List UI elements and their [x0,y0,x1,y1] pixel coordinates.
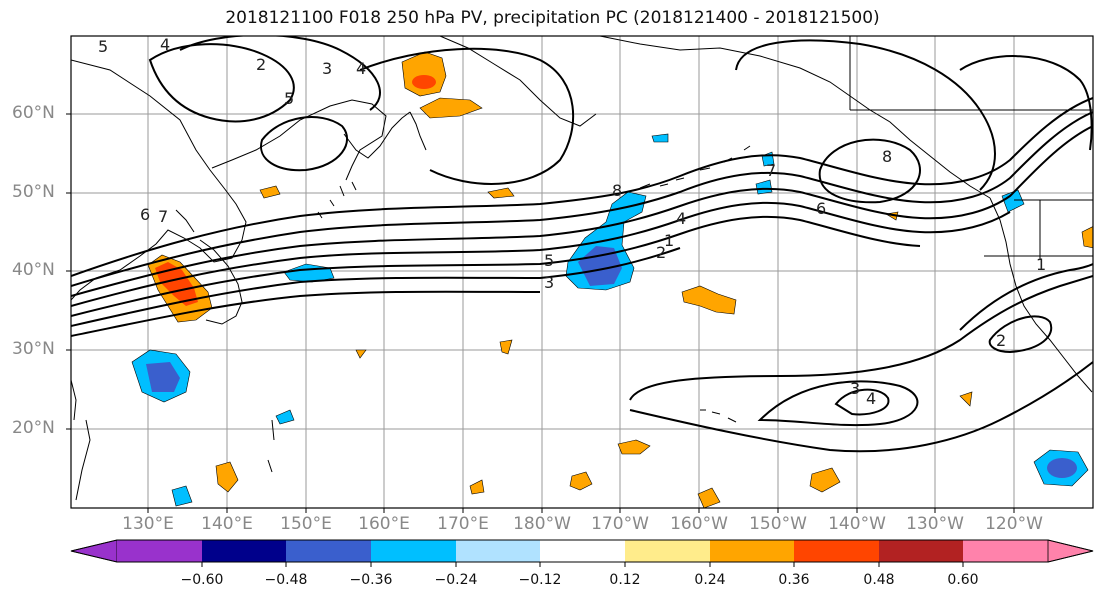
contour-label: 8 [882,147,892,166]
colorbar-swatch [202,540,286,562]
lon-label: 150°W [749,514,807,534]
colorbar-swatch [286,540,371,562]
lon-label: 150°E [280,514,332,534]
lon-label: 180°W [513,514,571,534]
colorbar-tick-label: 0.60 [947,572,979,588]
coastlines [71,36,1093,501]
contour-label: 5 [284,89,294,108]
lat-label: 20°N [12,418,55,438]
lon-label: 160°W [670,514,728,534]
lat-label: 50°N [12,182,55,202]
contour-label: 3 [850,379,860,398]
lat-label: 30°N [12,339,55,359]
map-title: 2018121100 F018 250 hPa PV, precipitatio… [225,8,880,28]
lon-label: 130°E [122,514,174,534]
colorbar-tick-label: −0.12 [518,572,562,588]
lon-label: 170°E [437,514,489,534]
contour-label: 5 [98,37,108,56]
colorbar-swatch [456,540,540,562]
colorbar-tick-label: 0.48 [863,572,895,588]
contour-label: 1 [664,231,674,250]
contour-label: 4 [866,389,876,408]
colorbar-swatch [963,540,1048,562]
lat-label: 40°N [12,260,55,280]
colorbar-swatch [70,539,118,563]
lon-label: 120°W [985,514,1043,534]
contour-label: 3 [322,59,332,78]
contour-label: 7 [766,161,776,180]
colorbar-swatch [625,540,710,562]
colorbar-tick-label: −0.60 [180,572,224,588]
colorbar [70,539,1094,567]
contour-label: 6 [816,199,826,218]
lon-label: 140°W [828,514,886,534]
colorbar-tick-label: 0.36 [778,572,810,588]
contour-label: 6 [140,205,150,224]
lon-label: 130°W [906,514,964,534]
contour-label: 3 [544,273,554,292]
contour-label: 4 [356,59,366,78]
contour-label: 8 [612,181,622,200]
contour-label: 7 [158,207,168,226]
colorbar-swatch [1047,539,1094,563]
contour-labels: 5 4 2 3 4 5 6 7 8 5 4 3 2 1 6 7 8 3 4 1 … [98,35,1046,408]
colorbar-swatch [879,540,963,562]
colorbar-swatch [540,540,625,562]
colorbar-swatch [710,540,794,562]
pv-contours [71,36,1093,453]
colorbar-tick-label: 0.24 [694,572,726,588]
colorbar-tick-label: −0.24 [434,572,478,588]
lon-label: 140°E [201,514,253,534]
colorbar-tick-label: −0.48 [264,572,308,588]
colorbar-swatch [117,540,202,562]
colorbar-tick-label: −0.36 [349,572,393,588]
precipitation-shading [131,51,1093,508]
colorbar-swatch [371,540,456,562]
contour-label: 2 [656,243,666,262]
axis-ticks [66,113,1015,513]
contour-label: 5 [544,251,554,270]
map-border [70,35,1094,509]
colorbar-swatch [794,540,879,562]
contour-label: 4 [676,209,686,228]
lon-label: 170°W [591,514,649,534]
colorbar-tick-label: 0.12 [609,572,641,588]
contour-label: 2 [256,55,266,74]
lat-label: 60°N [12,103,55,123]
lon-label: 160°E [358,514,410,534]
contour-label: 1 [1036,255,1046,274]
contour-label: 2 [996,331,1006,350]
contour-label: 4 [160,35,170,54]
